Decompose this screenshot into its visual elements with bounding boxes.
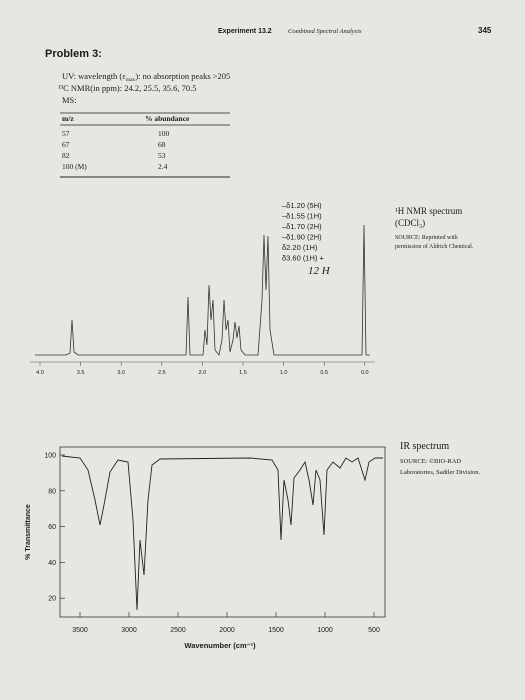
ir-xlabel: Wavenumber (cm⁻¹)	[184, 641, 256, 650]
nmr-peak: δ3.60 (1H) +	[282, 254, 325, 263]
ms-table: m/z % abundance 57 100 67 68 82 53 100 (M) 2.4	[62, 114, 190, 171]
problem-title: Problem 3:	[45, 48, 102, 60]
ir-xtick-label: 1500	[268, 627, 284, 634]
table-header: % abundance	[145, 114, 190, 123]
table-cell: 67	[62, 140, 70, 149]
table-cell: 68	[158, 140, 166, 149]
c13-line: ¹³C NMR(in ppm): 24.2, 25.5, 35.6, 70.5	[58, 83, 197, 93]
nmr-tick-label: 3.0	[117, 370, 125, 376]
nmr-peak: –δ1.20 (5H)	[282, 201, 322, 210]
uv-line: UV: wavelength (εmax): no absorption pea…	[62, 71, 230, 83]
nmr-tick-label: 4.0	[36, 370, 44, 376]
nmr-tick-label: 0.0	[361, 370, 369, 376]
ir-ytick-label: 20	[48, 596, 56, 603]
table-rules	[60, 112, 230, 178]
nmr-caption: ¹H NMR spectrum	[395, 206, 462, 216]
table-cell: 100 (M)	[62, 162, 87, 171]
nmr-peak: δ2.20 (1H)	[282, 243, 318, 252]
page-number: 345	[478, 26, 492, 35]
nmr-source: permission of Aldrich Chemical.	[395, 243, 474, 250]
ir-frame	[59, 446, 386, 618]
ir-ytick-label: 100	[44, 453, 56, 460]
nmr-trace	[35, 224, 370, 356]
nmr-tick-label: 0.5	[320, 370, 328, 376]
nmr-source: SOURCE: Reprinted with	[395, 235, 458, 241]
uv-end: ): no absorption peaks >205	[135, 71, 230, 81]
nmr-tick-label: 1.5	[239, 370, 247, 376]
uv-sub: max	[126, 77, 136, 83]
nmr-peak: –δ1.90 (2H)	[282, 233, 322, 242]
ir-spectrum	[59, 446, 386, 618]
ir-ylabel: % Transmittance	[25, 504, 32, 560]
ir-trace	[61, 455, 383, 611]
nmr-tick-label: 1.0	[280, 370, 288, 376]
table-cell: 2.4	[158, 162, 168, 171]
table-cell: 82	[62, 151, 70, 160]
nmr-peak: –δ1.55 (1H)	[282, 212, 322, 221]
table-header: m/z	[62, 114, 74, 123]
ir-xtick-label: 2000	[219, 627, 235, 634]
ir-xtick-label: 1000	[317, 627, 333, 634]
ms-label: MS:	[62, 95, 77, 105]
nmr-peak: –δ1.70 (2H)	[282, 222, 322, 231]
ir-caption: IR spectrum	[400, 441, 449, 452]
ir-source: SOURCE: ©BIO-RAD	[400, 458, 461, 465]
experiment: Experiment 13.2	[218, 28, 272, 35]
handwritten-note: 12 H	[308, 265, 331, 277]
ir-ytick-label: 80	[48, 488, 56, 495]
table-cell: 53	[158, 151, 166, 160]
ir-xtick-label: 500	[368, 627, 380, 634]
ir-ytick-label: 40	[48, 560, 56, 567]
nmr-solvent: (CDCl₃)	[395, 218, 425, 228]
ir-source: Laboratories, Sadtler Division.	[400, 469, 481, 476]
uv-start: UV: wavelength (ε	[62, 71, 126, 81]
subtitle: Combined Spectral Analysis	[288, 28, 362, 35]
nmr-tick-label: 3.5	[77, 370, 85, 376]
table-cell: 100	[158, 129, 170, 138]
ir-ytick-label: 60	[48, 524, 56, 531]
ir-xtick-label: 3000	[121, 627, 137, 634]
ir-xtick-label: 2500	[170, 627, 186, 634]
ir-xtick-label: 3500	[72, 627, 88, 634]
table-cell: 57	[62, 129, 70, 138]
nmr-tick-label: 2.5	[158, 370, 166, 376]
nmr-tick-label: 2.0	[199, 370, 207, 376]
